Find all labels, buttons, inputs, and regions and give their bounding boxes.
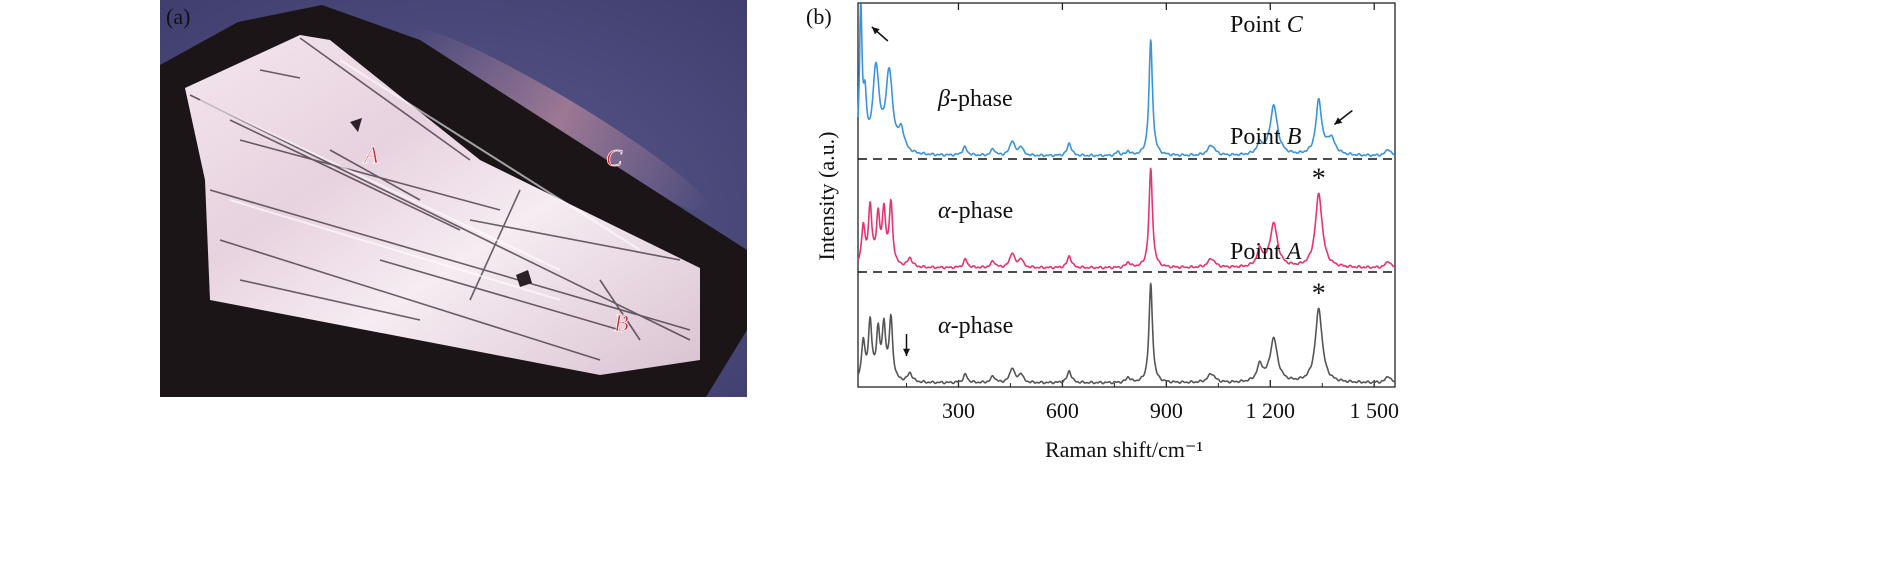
crystal-highlights	[199, 59, 641, 301]
point-c-label: C	[606, 146, 623, 172]
crystal-glow	[409, 27, 711, 213]
x-axis-ticks: 300 600 900 1 200 1 500	[906, 3, 1399, 423]
phase-label-B: α-phase	[938, 198, 1013, 224]
annotations: Point C β-phase Point B α-phase * Point A α-ph…	[871, 12, 1353, 356]
point-a-label: A	[362, 143, 379, 169]
phase-label-A: α-phase	[938, 313, 1013, 339]
annotation-arrow-head	[1334, 117, 1343, 125]
spectrum-line-C	[857, 3, 1396, 158]
panel-b-label: (b)	[806, 4, 832, 29]
plot-frame	[857, 2, 1396, 388]
x-tick-label: 600	[1046, 398, 1079, 423]
raman-chart: 300 600 900 1 200 1 500 Point Cβ-phasePoint …	[806, 2, 1399, 462]
point-label-C: Point C	[1230, 12, 1304, 38]
y-axis-label: Intensity (a.u.)	[814, 132, 839, 261]
peak-marker-B: *	[1312, 163, 1326, 194]
x-tick-label: 300	[942, 398, 975, 423]
peak-marker-A: *	[1312, 278, 1326, 309]
x-tick-label: 1 200	[1246, 398, 1296, 423]
crystal-striations	[189, 37, 691, 361]
annotation-arrow-head	[903, 348, 910, 356]
phase-label-C: β-phase	[937, 86, 1013, 112]
inclusion	[516, 270, 532, 287]
spectrum-line-A	[857, 282, 1396, 385]
micrograph-panel: A B C (a)	[160, 0, 747, 397]
spectrum-line-B	[857, 167, 1396, 270]
point-b-label: B	[614, 311, 629, 337]
x-tick-label: 900	[1150, 398, 1183, 423]
panel-a-label: (a)	[166, 4, 190, 29]
inclusion	[350, 118, 362, 132]
x-axis-label: Raman shift/cm⁻¹	[1045, 437, 1203, 462]
annotation-arrow-head	[871, 27, 880, 35]
x-tick-label: 1 500	[1349, 398, 1399, 423]
point-label-B: Point B	[1230, 124, 1302, 150]
crystal-body	[185, 35, 700, 375]
point-label-A: Point A	[1230, 239, 1302, 265]
spectra	[857, 3, 1396, 385]
